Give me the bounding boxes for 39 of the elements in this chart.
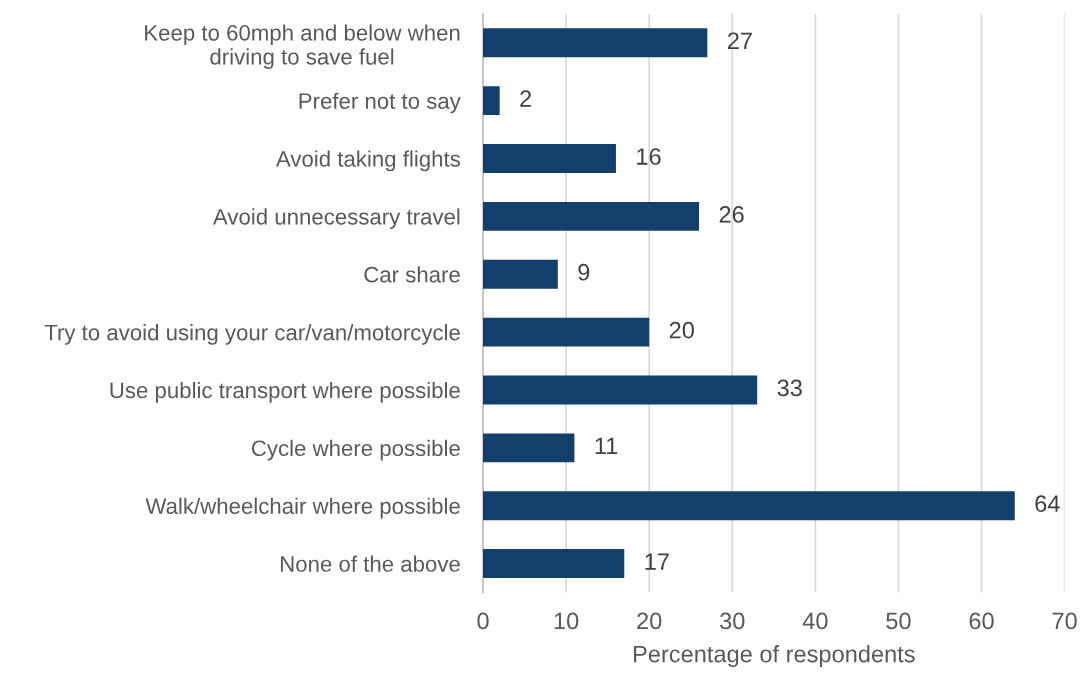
y-tick-label: Keep to 60mph and below when driving to save fuel — [145, 24, 460, 70]
data-label: 16 — [637, 148, 661, 165]
x-tick-label: 20 — [637, 612, 662, 630]
data-label: 2 — [520, 90, 532, 107]
bar — [483, 28, 708, 58]
y-tick-label: None of the above — [281, 555, 460, 572]
y-tick-label: Avoid taking flights — [275, 150, 460, 172]
y-tick-label: Use public transport where possible — [110, 381, 460, 403]
data-label: 11 — [595, 437, 618, 454]
x-tick-label: 40 — [802, 612, 828, 630]
data-label: 26 — [719, 206, 744, 223]
bar — [483, 201, 700, 231]
y-tick-label: Avoid unnecessary travel — [212, 208, 460, 230]
x-tick-label: 70 — [1052, 612, 1077, 630]
y-tick-label: Cycle where possible — [251, 439, 460, 461]
x-tick-label: 50 — [886, 612, 911, 630]
bar — [483, 375, 758, 405]
y-tick-label: Walk/wheelchair where possible — [145, 497, 460, 519]
y-tick-label: Car share — [364, 266, 460, 283]
data-label: 64 — [1035, 495, 1060, 513]
x-tick-label: 30 — [720, 612, 745, 630]
x-tick-label: 10 — [554, 612, 579, 630]
x-tick-label: 0 — [477, 612, 489, 630]
bar — [483, 549, 625, 579]
data-label: 33 — [777, 379, 802, 397]
data-label: 9 — [578, 263, 590, 281]
y-tick-label: Try to avoid using your car/van/motorcycle — [44, 324, 460, 345]
bar — [483, 144, 616, 173]
x-axis-title: Percentage of respondents — [633, 645, 915, 668]
data-label: 20 — [669, 321, 694, 339]
bar — [483, 433, 575, 463]
y-tick-label: Prefer not to say — [299, 92, 461, 114]
bar — [483, 86, 500, 116]
bar — [483, 317, 650, 347]
bar — [483, 259, 558, 289]
x-tick-label: 60 — [969, 612, 994, 630]
bar — [483, 491, 1015, 521]
data-label: 27 — [727, 32, 752, 49]
data-label: 17 — [645, 553, 669, 570]
